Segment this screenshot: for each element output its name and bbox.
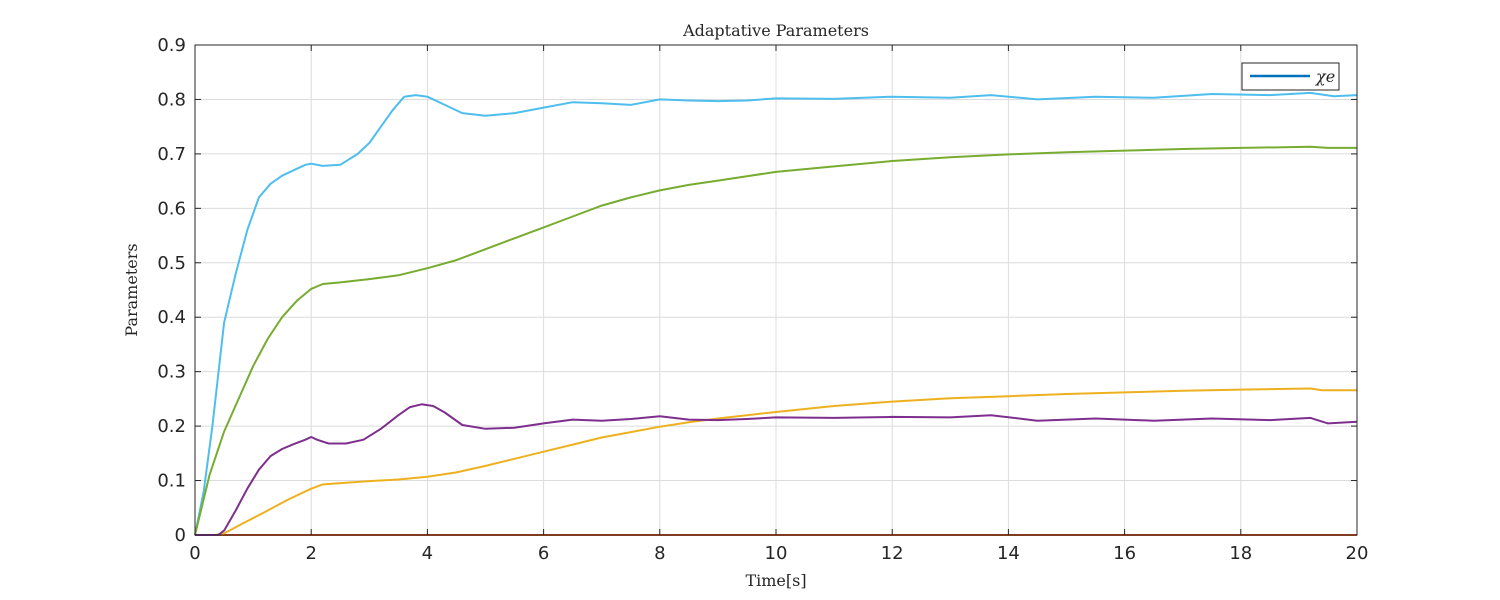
- series-line-2: [194, 145, 1357, 536]
- x-tick-label: 8: [654, 543, 665, 564]
- x-tick-label: 20: [1346, 543, 1369, 564]
- x-axis-ticks: 0 2 4 6 8 10 12 14 16 18 20: [189, 45, 1368, 564]
- y-tick-label: 0.6: [157, 198, 186, 219]
- x-tick-label: 0: [189, 543, 200, 564]
- chart-title: Adaptative Parameters: [682, 21, 869, 40]
- x-tick-label: 10: [765, 543, 788, 564]
- y-tick-label: 0.1: [157, 471, 186, 492]
- legend[interactable]: χe: [1241, 62, 1340, 91]
- series-line-3: [195, 387, 1357, 536]
- y-tick-label: 0.8: [157, 89, 186, 110]
- y-tick-label: 0.7: [157, 144, 186, 165]
- x-tick-label: 12: [881, 543, 904, 564]
- x-tick-label: 14: [997, 543, 1020, 564]
- x-tick-label: 2: [305, 543, 316, 564]
- series-line-1: [194, 91, 1358, 536]
- y-axis-label: Parameters: [122, 243, 141, 336]
- x-tick-label: 18: [1229, 543, 1252, 564]
- y-tick-label: 0.3: [157, 362, 186, 383]
- series-line-4: [195, 403, 1358, 536]
- y-tick-label: 0.9: [157, 35, 186, 56]
- legend-label: χe: [1315, 67, 1335, 86]
- x-tick-label: 16: [1113, 543, 1136, 564]
- y-tick-label: 0.2: [157, 416, 186, 437]
- x-tick-label: 6: [538, 543, 549, 564]
- y-tick-label: 0.5: [157, 253, 186, 274]
- x-axis-label: Time[s]: [745, 571, 806, 590]
- y-tick-label: 0: [175, 525, 186, 546]
- y-axis-ticks: 0 0.1 0.2 0.3 0.4 0.5 0.6 0.7 0.8 0.9: [157, 35, 1357, 546]
- x-tick-label: 4: [422, 543, 433, 564]
- y-tick-label: 0.4: [157, 307, 186, 328]
